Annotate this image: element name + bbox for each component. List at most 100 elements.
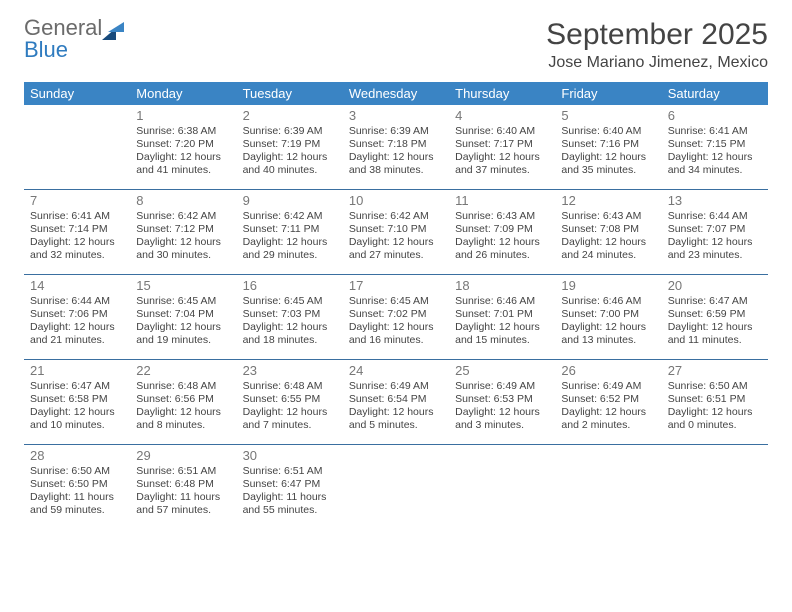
day-cell: 14Sunrise: 6:44 AMSunset: 7:06 PMDayligh…	[24, 275, 130, 359]
page-title: September 2025	[546, 18, 768, 52]
daylight-line: and 15 minutes.	[455, 334, 549, 347]
day-cell: 30Sunrise: 6:51 AMSunset: 6:47 PMDayligh…	[237, 445, 343, 529]
day-number: 22	[136, 363, 230, 378]
daylight-line: and 10 minutes.	[30, 419, 124, 432]
sunrise-line: Sunrise: 6:41 AM	[668, 125, 762, 138]
day-number: 24	[349, 363, 443, 378]
daylight-line: Daylight: 12 hours	[243, 406, 337, 419]
daylight-line: and 38 minutes.	[349, 164, 443, 177]
daylight-line: and 35 minutes.	[561, 164, 655, 177]
daylight-line: and 30 minutes.	[136, 249, 230, 262]
daylight-line: Daylight: 12 hours	[243, 321, 337, 334]
sunrise-line: Sunrise: 6:39 AM	[243, 125, 337, 138]
daylight-line: and 11 minutes.	[668, 334, 762, 347]
day-number: 6	[668, 108, 762, 123]
weekday-header: Sunday Monday Tuesday Wednesday Thursday…	[24, 82, 768, 105]
sunrise-line: Sunrise: 6:42 AM	[349, 210, 443, 223]
day-number: 11	[455, 193, 549, 208]
day-number: 26	[561, 363, 655, 378]
daylight-line: and 40 minutes.	[243, 164, 337, 177]
day-cell: 25Sunrise: 6:49 AMSunset: 6:53 PMDayligh…	[449, 360, 555, 444]
daylight-line: and 57 minutes.	[136, 504, 230, 517]
daylight-line: Daylight: 12 hours	[30, 406, 124, 419]
day-number: 2	[243, 108, 337, 123]
daylight-line: Daylight: 11 hours	[30, 491, 124, 504]
sunset-line: Sunset: 7:09 PM	[455, 223, 549, 236]
sunset-line: Sunset: 6:51 PM	[668, 393, 762, 406]
weekday-col: Saturday	[662, 82, 768, 105]
daylight-line: Daylight: 12 hours	[243, 236, 337, 249]
sunrise-line: Sunrise: 6:49 AM	[455, 380, 549, 393]
day-number: 28	[30, 448, 124, 463]
day-number: 27	[668, 363, 762, 378]
daylight-line: Daylight: 12 hours	[455, 321, 549, 334]
week-row: 28Sunrise: 6:50 AMSunset: 6:50 PMDayligh…	[24, 445, 768, 529]
day-cell: 4 Sunrise: 6:40 AMSunset: 7:17 PMDaylight…	[449, 105, 555, 189]
day-cell	[449, 445, 555, 529]
weekday-col: Thursday	[449, 82, 555, 105]
sunset-line: Sunset: 6:54 PM	[349, 393, 443, 406]
logo-mark-icon	[102, 22, 124, 40]
sunrise-line: Sunrise: 6:44 AM	[30, 295, 124, 308]
sunset-line: Sunset: 6:52 PM	[561, 393, 655, 406]
daylight-line: Daylight: 11 hours	[243, 491, 337, 504]
daylight-line: and 16 minutes.	[349, 334, 443, 347]
daylight-line: and 8 minutes.	[136, 419, 230, 432]
daylight-line: and 59 minutes.	[30, 504, 124, 517]
day-cell: 28Sunrise: 6:50 AMSunset: 6:50 PMDayligh…	[24, 445, 130, 529]
daylight-line: Daylight: 12 hours	[243, 151, 337, 164]
day-number: 25	[455, 363, 549, 378]
day-number: 21	[30, 363, 124, 378]
day-cell	[662, 445, 768, 529]
location-label: Jose Mariano Jimenez, Mexico	[546, 54, 768, 72]
week-row: 7Sunrise: 6:41 AMSunset: 7:14 PMDaylight…	[24, 190, 768, 275]
day-number: 4	[455, 108, 549, 123]
daylight-line: and 34 minutes.	[668, 164, 762, 177]
sunrise-line: Sunrise: 6:45 AM	[349, 295, 443, 308]
day-number: 16	[243, 278, 337, 293]
daylight-line: Daylight: 12 hours	[349, 236, 443, 249]
sunrise-line: Sunrise: 6:47 AM	[30, 380, 124, 393]
sunset-line: Sunset: 7:06 PM	[30, 308, 124, 321]
day-cell: 7Sunrise: 6:41 AMSunset: 7:14 PMDaylight…	[24, 190, 130, 274]
day-number: 5	[561, 108, 655, 123]
sunset-line: Sunset: 7:03 PM	[243, 308, 337, 321]
weekday-col: Monday	[130, 82, 236, 105]
daylight-line: Daylight: 12 hours	[668, 151, 762, 164]
daylight-line: Daylight: 12 hours	[455, 151, 549, 164]
logo-text: General Blue	[24, 18, 124, 62]
weekday-col: Wednesday	[343, 82, 449, 105]
sunrise-line: Sunrise: 6:51 AM	[243, 465, 337, 478]
sunrise-line: Sunrise: 6:44 AM	[668, 210, 762, 223]
calendar: Sunday Monday Tuesday Wednesday Thursday…	[24, 82, 768, 529]
sunrise-line: Sunrise: 6:45 AM	[243, 295, 337, 308]
week-row: 21Sunrise: 6:47 AMSunset: 6:58 PMDayligh…	[24, 360, 768, 445]
day-cell: 12Sunrise: 6:43 AMSunset: 7:08 PMDayligh…	[555, 190, 661, 274]
sunset-line: Sunset: 7:02 PM	[349, 308, 443, 321]
daylight-line: and 27 minutes.	[349, 249, 443, 262]
daylight-line: and 2 minutes.	[561, 419, 655, 432]
sunset-line: Sunset: 6:48 PM	[136, 478, 230, 491]
day-number: 10	[349, 193, 443, 208]
day-cell: 11Sunrise: 6:43 AMSunset: 7:09 PMDayligh…	[449, 190, 555, 274]
logo-part2: Blue	[24, 37, 68, 62]
day-cell: 10Sunrise: 6:42 AMSunset: 7:10 PMDayligh…	[343, 190, 449, 274]
day-number: 12	[561, 193, 655, 208]
daylight-line: and 13 minutes.	[561, 334, 655, 347]
sunset-line: Sunset: 7:08 PM	[561, 223, 655, 236]
day-number: 20	[668, 278, 762, 293]
sunrise-line: Sunrise: 6:40 AM	[455, 125, 549, 138]
header-bar: General Blue September 2025 Jose Mariano…	[24, 18, 768, 72]
sunset-line: Sunset: 7:00 PM	[561, 308, 655, 321]
day-cell: 13Sunrise: 6:44 AMSunset: 7:07 PMDayligh…	[662, 190, 768, 274]
daylight-line: and 32 minutes.	[30, 249, 124, 262]
daylight-line: Daylight: 12 hours	[349, 406, 443, 419]
day-cell: 15Sunrise: 6:45 AMSunset: 7:04 PMDayligh…	[130, 275, 236, 359]
day-cell: 24Sunrise: 6:49 AMSunset: 6:54 PMDayligh…	[343, 360, 449, 444]
sunset-line: Sunset: 7:17 PM	[455, 138, 549, 151]
daylight-line: Daylight: 12 hours	[561, 321, 655, 334]
daylight-line: and 29 minutes.	[243, 249, 337, 262]
daylight-line: and 23 minutes.	[668, 249, 762, 262]
sunset-line: Sunset: 6:58 PM	[30, 393, 124, 406]
day-cell	[555, 445, 661, 529]
